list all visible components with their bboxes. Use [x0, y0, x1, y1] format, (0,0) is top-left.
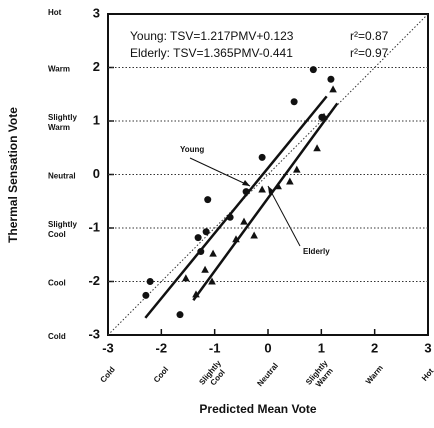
point — [240, 217, 248, 225]
annotation: Elderly — [303, 247, 330, 256]
y-category-label: Neutral — [48, 172, 76, 181]
y-category-label: Cold — [48, 332, 66, 341]
y-tick-label: -2 — [88, 273, 100, 288]
y-tick-label: -3 — [88, 326, 100, 341]
point — [250, 231, 258, 239]
x-axis-title: Predicted Mean Vote — [199, 402, 316, 416]
point — [274, 182, 282, 190]
fit-line — [192, 102, 339, 301]
y-category-label: Warm — [48, 65, 70, 74]
x-category-label: Cool — [152, 365, 170, 384]
y-tick-label: 3 — [93, 5, 100, 20]
point — [142, 291, 150, 299]
x-tick-label: 2 — [371, 340, 378, 355]
identity-line — [107, 13, 429, 336]
y-category-label: Slightly Warm — [48, 113, 79, 132]
point — [232, 235, 240, 243]
point — [204, 196, 212, 204]
x-tick-label: 1 — [318, 340, 325, 355]
point — [320, 112, 328, 120]
annotation: Young: TSV=1.217PMV+0.123 — [130, 29, 294, 43]
y-tick-label: 2 — [93, 59, 100, 74]
x-category-label: Slightly Cool — [197, 357, 231, 392]
x-category-label: Slightly Warm — [304, 357, 338, 392]
annotation: r²=0.97 — [350, 46, 389, 60]
arrow-young — [189, 157, 251, 187]
y-tick-label: -1 — [88, 219, 100, 234]
point — [226, 213, 234, 221]
point — [202, 228, 210, 236]
annotation: Young — [180, 145, 204, 154]
point — [242, 188, 250, 196]
point — [176, 311, 184, 319]
y-category-label: Cool — [48, 279, 66, 288]
point — [201, 265, 209, 273]
point — [209, 249, 217, 257]
point — [327, 75, 335, 83]
point — [286, 177, 294, 185]
annotation: Elderly: TSV=1.365PMV-0.441 — [130, 46, 293, 60]
point — [293, 165, 301, 173]
y-axis-title: Thermal Sensation Vote — [6, 107, 20, 243]
point — [182, 274, 190, 282]
x-tick-label: 0 — [264, 340, 271, 355]
point — [329, 85, 337, 93]
arrow-head — [242, 180, 250, 186]
x-tick-label: 3 — [424, 340, 431, 355]
x-tick-label: -3 — [102, 340, 114, 355]
y-tick-label: 1 — [93, 112, 100, 127]
x-category-label: Warm — [364, 363, 385, 386]
point — [146, 278, 154, 285]
fit-line — [144, 95, 328, 319]
point — [208, 277, 216, 285]
point — [258, 185, 266, 193]
y-category-label: Slightly Cool — [48, 220, 79, 239]
x-category-label: Neutral — [255, 361, 280, 388]
y-tick-label: 0 — [93, 166, 100, 181]
point — [258, 153, 266, 161]
point — [290, 98, 298, 106]
point — [313, 144, 321, 152]
arrow-elderly — [267, 185, 301, 247]
point — [194, 234, 202, 242]
arrow-head — [268, 186, 274, 194]
point — [309, 66, 317, 74]
x-category-label: Cold — [99, 365, 117, 384]
x-tick-label: -2 — [156, 340, 168, 355]
x-category-label: Hot — [420, 366, 434, 382]
x-tick-label: -1 — [209, 340, 221, 355]
point — [197, 248, 205, 256]
point — [192, 290, 200, 298]
annotation: r²=0.87 — [350, 29, 389, 43]
y-category-label: Hot — [48, 8, 62, 17]
